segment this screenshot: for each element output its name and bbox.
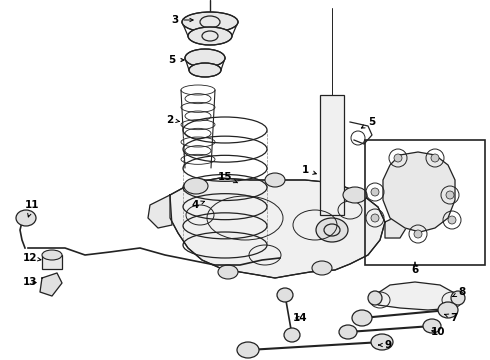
Text: 10: 10: [431, 327, 445, 337]
Ellipse shape: [312, 261, 332, 275]
Ellipse shape: [368, 291, 382, 305]
Text: 11: 11: [25, 200, 39, 217]
Ellipse shape: [284, 328, 300, 342]
Ellipse shape: [394, 154, 402, 162]
Ellipse shape: [188, 27, 232, 45]
Ellipse shape: [185, 49, 225, 67]
Ellipse shape: [42, 250, 62, 260]
Bar: [320, 95, 344, 215]
Ellipse shape: [237, 342, 259, 358]
Ellipse shape: [265, 173, 285, 187]
Ellipse shape: [371, 188, 379, 196]
Ellipse shape: [339, 325, 357, 339]
Text: 3: 3: [172, 15, 193, 25]
Text: 9: 9: [379, 340, 392, 350]
Text: 14: 14: [293, 313, 307, 323]
Polygon shape: [385, 215, 408, 238]
Ellipse shape: [438, 302, 458, 318]
Text: 12: 12: [23, 253, 41, 263]
Ellipse shape: [352, 310, 372, 326]
Text: 2: 2: [167, 115, 179, 125]
Ellipse shape: [277, 288, 293, 302]
Ellipse shape: [371, 214, 379, 222]
Polygon shape: [375, 282, 458, 310]
Ellipse shape: [423, 319, 441, 333]
Text: 6: 6: [412, 262, 418, 275]
Text: 4: 4: [191, 200, 204, 210]
Text: 13: 13: [23, 277, 37, 287]
Ellipse shape: [414, 230, 422, 238]
Polygon shape: [40, 273, 62, 296]
Ellipse shape: [371, 334, 393, 350]
Ellipse shape: [431, 154, 439, 162]
Text: 15: 15: [218, 172, 238, 183]
Text: 5: 5: [169, 55, 184, 65]
Ellipse shape: [182, 12, 238, 32]
Polygon shape: [148, 195, 172, 228]
Ellipse shape: [189, 63, 221, 77]
Ellipse shape: [16, 210, 36, 226]
Text: 5: 5: [361, 117, 376, 128]
Polygon shape: [170, 178, 385, 278]
Bar: [365, 140, 485, 265]
Text: 1: 1: [301, 165, 317, 175]
Ellipse shape: [316, 218, 348, 242]
Text: 8: 8: [453, 287, 466, 297]
Ellipse shape: [184, 178, 208, 194]
Polygon shape: [383, 152, 455, 232]
Ellipse shape: [451, 291, 465, 305]
Bar: [42, 255, 62, 269]
Ellipse shape: [446, 191, 454, 199]
Ellipse shape: [448, 216, 456, 224]
Ellipse shape: [218, 265, 238, 279]
Ellipse shape: [343, 187, 367, 203]
Text: 7: 7: [445, 313, 458, 323]
